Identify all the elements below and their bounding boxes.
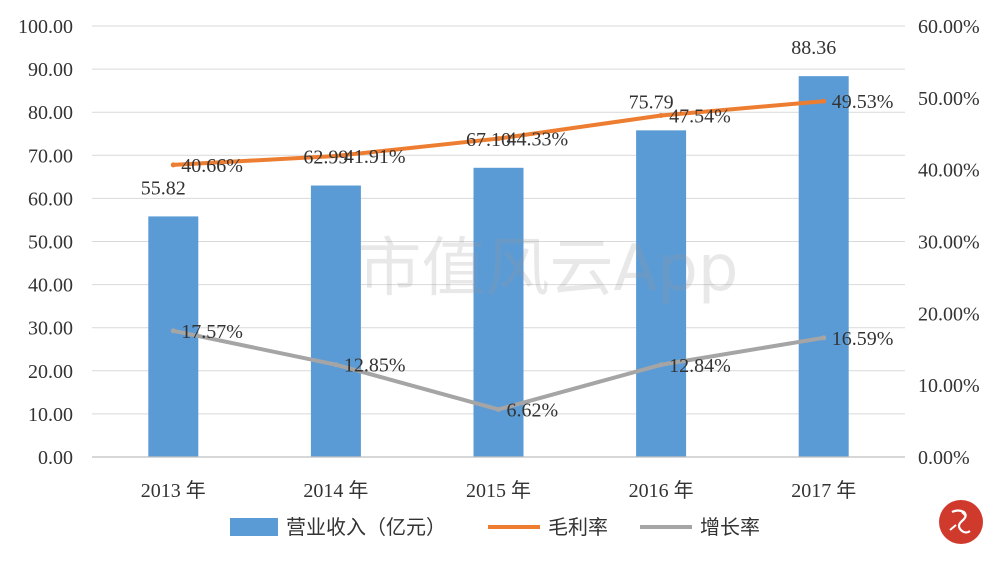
y-left-tick-label: 30.00 — [28, 318, 73, 340]
bar-value-label: 88.36 — [791, 37, 836, 59]
corner-logo-icon — [939, 500, 983, 544]
watermark-text: 市值风云App — [357, 232, 738, 306]
x-tick-label: 2016 年 — [629, 479, 694, 502]
y-left-tick-label: 20.00 — [28, 361, 73, 383]
y-left-tick-label: 40.00 — [28, 275, 73, 297]
legend-label: 增长率 — [700, 515, 760, 539]
legend: 营业收入（亿元） 毛利率 增长率 — [230, 515, 760, 539]
y-right-tick-label: 10.00% — [918, 375, 980, 397]
bar-value-label: 67.10 — [466, 129, 511, 151]
legend-label: 毛利率 — [548, 515, 608, 539]
y-left-tick-label: 50.00 — [28, 232, 73, 254]
bar — [798, 76, 849, 458]
x-tick-label: 2017 年 — [791, 479, 856, 502]
line-value-label: 6.62% — [507, 399, 559, 421]
y-left-tick-label: 100.00 — [18, 16, 73, 38]
series-point — [170, 328, 176, 334]
y-right-tick-label: 50.00% — [918, 88, 980, 110]
line-value-label: 47.54% — [669, 106, 731, 128]
series-point — [658, 113, 664, 119]
series-point — [821, 98, 827, 104]
line-value-label: 12.84% — [669, 355, 731, 377]
bar-value-label: 75.79 — [629, 91, 674, 113]
series-point — [658, 362, 664, 368]
line-value-label: 49.53% — [832, 91, 894, 113]
bar — [148, 216, 199, 457]
legend-swatch-bar — [230, 518, 278, 536]
line-value-label: 17.57% — [181, 321, 243, 343]
series-point — [496, 406, 501, 412]
series-point — [333, 153, 339, 159]
series-point — [821, 335, 827, 341]
line-value-label: 16.59% — [832, 328, 894, 350]
bar-value-label: 62.99 — [303, 147, 348, 169]
y-right-tick-label: 60.00% — [918, 16, 980, 38]
series-point — [496, 136, 501, 142]
y-left-tick-label: 70.00 — [28, 145, 73, 167]
line-value-label: 40.66% — [181, 155, 243, 177]
y-left-tick-label: 90.00 — [28, 59, 73, 81]
axes: 0.00 10.00 20.00 30.00 40.00 50.00 60.00 70.00 8… — [18, 16, 980, 502]
y-left-tick-label: 0.00 — [38, 447, 73, 469]
rate-lines — [170, 98, 827, 412]
legend-label: 营业收入（亿元） — [286, 515, 446, 539]
series-point — [170, 162, 176, 168]
line-value-label: 41.91% — [344, 146, 406, 168]
line-value-label: 44.33% — [507, 129, 569, 151]
bar — [310, 185, 361, 457]
series-point — [333, 362, 339, 368]
bar-value-label: 55.82 — [141, 177, 186, 199]
y-right-tick-label: 20.00% — [918, 303, 980, 325]
y-left-tick-label: 10.00 — [28, 404, 73, 426]
x-tick-label: 2014 年 — [303, 479, 368, 502]
y-right-tick-label: 30.00% — [918, 232, 980, 254]
y-left-tick-label: 80.00 — [28, 102, 73, 124]
bar — [636, 130, 687, 457]
y-right-tick-label: 40.00% — [918, 160, 980, 182]
x-tick-label: 2013 年 — [141, 479, 206, 502]
data-labels: 55.82 62.99 67.10 75.79 88.36 40.66% 41.91% 44.… — [141, 37, 894, 421]
y-left-tick-label: 60.00 — [28, 188, 73, 210]
x-tick-label: 2015 年 — [466, 479, 531, 502]
y-right-tick-label: 0.00% — [918, 447, 970, 469]
revenue-bars — [148, 76, 849, 458]
line-value-label: 12.85% — [344, 355, 406, 377]
